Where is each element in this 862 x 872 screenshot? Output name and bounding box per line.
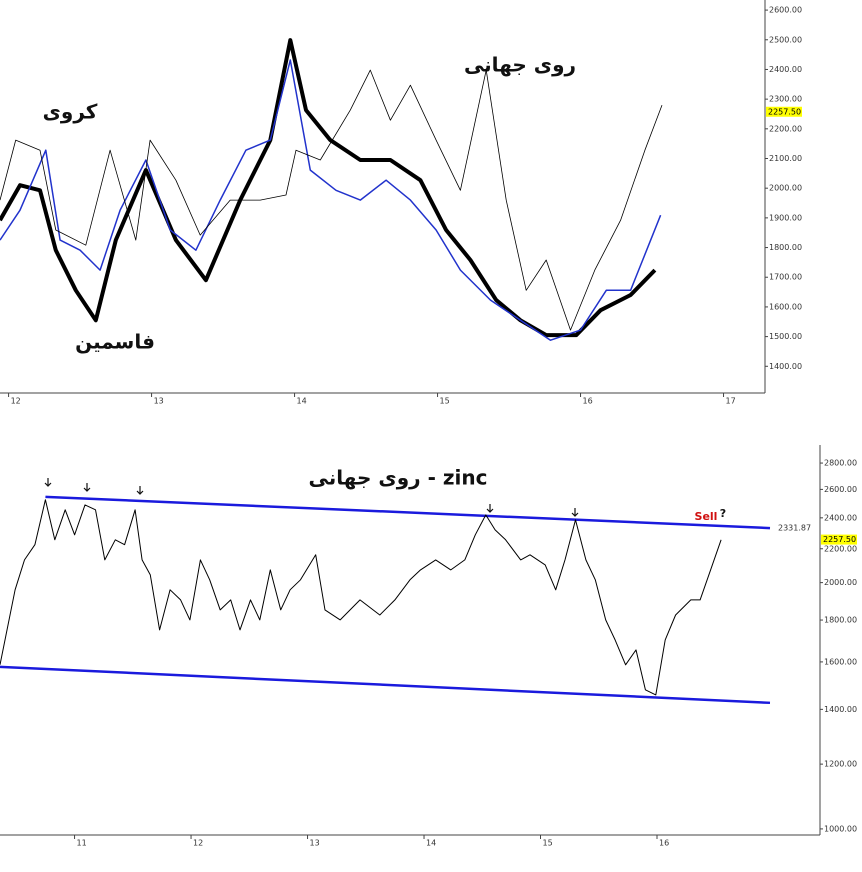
y-tick-label: 2200.00 [769, 124, 802, 133]
y-tick-label: 1700.00 [769, 273, 802, 282]
annotation: ? [720, 507, 726, 520]
x-tick-label: 14 [297, 397, 307, 406]
peak-arrows [44, 478, 579, 517]
y-tick-label: 2100.00 [769, 154, 802, 163]
annotation: فاسمین [75, 330, 155, 354]
x-tick-label: 16 [659, 839, 669, 848]
x-tick-label: 13 [310, 839, 320, 848]
trend-line-label: 2331.87 [778, 524, 811, 533]
y-tick-label: 1500.00 [769, 332, 802, 341]
series-line [0, 499, 722, 696]
x-tick-label: 12 [193, 839, 203, 848]
y-tick-label: 1600.00 [824, 657, 857, 666]
trend-line [45, 495, 771, 530]
y-tick-label: 2000.00 [769, 184, 802, 193]
series-line [0, 59, 662, 341]
x-tick-label: 15 [440, 397, 450, 406]
y-tick-label: 2600.00 [769, 6, 802, 15]
y-tick-label: 1200.00 [824, 760, 857, 769]
x-tick-label: 17 [726, 397, 736, 406]
series-line [0, 38, 657, 338]
price-tag-label: 2257.50 [768, 107, 801, 116]
annotation: روی جهانی [464, 53, 576, 77]
y-tick-label: 2000.00 [824, 578, 857, 587]
y-tick-label: 2200.00 [824, 544, 857, 553]
chart-title: روی جهانی - zinc [309, 466, 488, 490]
x-tick-label: 13 [154, 397, 164, 406]
x-tick-label: 15 [543, 839, 553, 848]
x-tick-label: 14 [426, 839, 436, 848]
annotation: Sell [695, 510, 718, 523]
y-tick-label: 1800.00 [769, 243, 802, 252]
y-tick-label: 1600.00 [769, 302, 802, 311]
price-tag-label: 2257.50 [823, 535, 856, 544]
y-tick-label: 1800.00 [824, 616, 857, 625]
x-tick-label: 12 [11, 397, 21, 406]
y-tick-label: 2300.00 [769, 95, 802, 104]
y-tick-label: 2400.00 [824, 513, 857, 522]
y-tick-label: 2800.00 [824, 459, 857, 468]
x-tick-label: 11 [77, 839, 87, 848]
y-tick-label: 2500.00 [769, 35, 802, 44]
y-tick-label: 2600.00 [824, 485, 857, 494]
price-tag [821, 534, 857, 545]
trend-line [0, 665, 771, 705]
annotation: کروی [43, 100, 98, 124]
y-tick-label: 1000.00 [824, 824, 857, 833]
y-tick-label: 1400.00 [769, 362, 802, 371]
price-tag [766, 106, 802, 117]
x-tick-label: 16 [583, 397, 593, 406]
y-tick-label: 1400.00 [824, 705, 857, 714]
series-line [0, 69, 663, 331]
y-tick-label: 1900.00 [769, 213, 802, 222]
y-tick-label: 2400.00 [769, 65, 802, 74]
